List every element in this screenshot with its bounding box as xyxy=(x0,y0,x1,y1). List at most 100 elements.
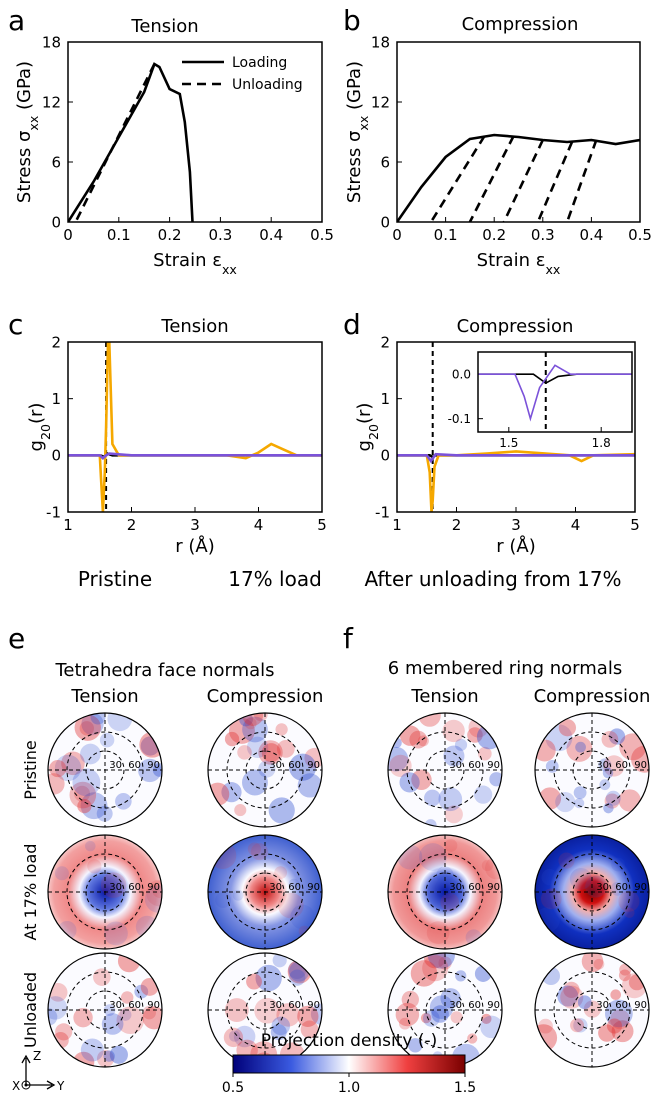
polar-blotch xyxy=(289,753,317,781)
polar-blotch xyxy=(297,773,322,798)
chart-title: Compression xyxy=(462,14,579,35)
polar-grid xyxy=(66,853,144,931)
polar-blotch xyxy=(232,889,244,901)
polar-blotch xyxy=(631,745,649,773)
x-tick-label: 0.4 xyxy=(579,226,603,244)
y-axis-label: g20(r) xyxy=(354,403,381,452)
polar-blotch xyxy=(242,769,268,796)
polar-blotch xyxy=(409,730,428,749)
y-tick-label: 18 xyxy=(371,33,390,51)
polar-blotch xyxy=(598,758,612,772)
polar-tick-label: 60 xyxy=(468,1000,481,1011)
polar-tick-label: 30 xyxy=(449,882,462,893)
y-axis-label-part: 20 xyxy=(38,424,53,440)
polar-blotch xyxy=(48,773,65,795)
x-tick-label: 0.4 xyxy=(259,226,283,244)
x-tick-label: 3 xyxy=(190,516,200,534)
polar-blotch xyxy=(424,789,441,807)
x-tick-label: 4 xyxy=(571,516,581,534)
polar-tick-label: 30 xyxy=(109,1000,122,1011)
y-tick-label: 0 xyxy=(51,213,61,231)
polar-map xyxy=(207,834,323,950)
polar-blotch xyxy=(563,981,580,999)
polar-blotch xyxy=(250,843,268,861)
polar-blotch xyxy=(410,960,438,987)
polar-blotch xyxy=(246,736,269,758)
polar-blotch xyxy=(429,995,454,1020)
polar-blotch xyxy=(598,1024,616,1042)
polar-frame xyxy=(387,834,503,950)
polar-tick-label: 30 xyxy=(269,760,282,771)
x-tick-label: 2 xyxy=(127,516,137,534)
polar-tick-label: 60 xyxy=(288,882,301,893)
polar-frame xyxy=(47,712,163,828)
polar-tick-label: 60 xyxy=(468,882,481,893)
polar-blotch xyxy=(117,953,141,973)
data-line xyxy=(429,135,486,222)
polar-blotch xyxy=(573,786,587,800)
x-tick-label: 0 xyxy=(392,226,402,244)
polar-blotch xyxy=(288,878,300,890)
panel-letter: e xyxy=(8,622,25,655)
polar-tick-label: 90 xyxy=(147,760,160,771)
polar-blotch xyxy=(103,1050,115,1062)
polar-tick-label: 30 xyxy=(449,1000,462,1011)
colorbar xyxy=(232,1054,466,1074)
polar-blotch xyxy=(99,732,115,748)
plot-frame xyxy=(396,341,636,513)
group-title: 6 membered ring normals xyxy=(388,658,622,679)
y-axis-label-part: xx xyxy=(26,115,41,130)
y-tick-label: 2 xyxy=(51,333,61,351)
polar-blotch xyxy=(54,754,82,782)
polar-tick-label: 30 xyxy=(109,760,122,771)
polar-grid xyxy=(85,750,125,790)
polar-blotch xyxy=(87,859,102,874)
x-tick-label: 5 xyxy=(317,516,327,534)
polar-blotch xyxy=(234,804,247,817)
y-tick-label: 18 xyxy=(42,33,61,51)
x-axis-label-part: r (Å) xyxy=(496,535,535,557)
x-tick-label: 1 xyxy=(392,516,402,534)
polar-blotch xyxy=(215,892,232,908)
polar-blotch xyxy=(144,885,162,913)
polar-blotch xyxy=(57,920,77,940)
polar-blotch xyxy=(418,713,441,727)
polar-blotch xyxy=(558,852,575,869)
y-tick-label: 6 xyxy=(51,153,61,171)
polar-blotch xyxy=(555,792,576,813)
polar-blotch xyxy=(618,789,641,812)
polar-blotch xyxy=(242,713,264,726)
polar-blotch xyxy=(560,985,584,1009)
axes-arrow xyxy=(21,1054,56,1090)
polar-blotch xyxy=(49,759,67,778)
x-tick-label: 0.1 xyxy=(434,226,458,244)
polar-grid xyxy=(245,872,285,912)
polar-tick-label: 30 xyxy=(596,1000,609,1011)
polar-blotch xyxy=(115,793,132,810)
y-tick-label: 2 xyxy=(380,333,390,351)
polar-blotch xyxy=(81,713,104,736)
polar-blotch xyxy=(618,969,631,982)
column-header: Tension xyxy=(70,686,138,707)
polar-blotch xyxy=(478,746,492,761)
polar-blotch xyxy=(444,805,463,824)
polar-blotch xyxy=(96,1050,115,1067)
polar-blotch xyxy=(109,1045,128,1064)
polar-tick-label: 60 xyxy=(615,1000,628,1011)
legend-label: Pristine xyxy=(78,567,152,591)
polar-blotch xyxy=(541,868,558,886)
y-tick-label: 0 xyxy=(51,447,61,465)
y-axis-label: Stress σxx (GPa) xyxy=(14,61,41,203)
x-tick-label: 1.5 xyxy=(499,436,518,450)
x-tick-label: 0.2 xyxy=(158,226,182,244)
polar-tick-label: 90 xyxy=(634,882,647,893)
y-tick-label: -1 xyxy=(46,503,61,521)
x-tick-label: 0.3 xyxy=(531,226,555,244)
polar-blotch xyxy=(473,785,493,804)
polar-map xyxy=(207,712,323,828)
polar-blotch xyxy=(80,1038,104,1062)
polar-blotch xyxy=(606,1018,623,1034)
polar-map xyxy=(387,712,503,828)
polar-blotch xyxy=(608,728,626,745)
polar-blotch xyxy=(151,880,162,899)
